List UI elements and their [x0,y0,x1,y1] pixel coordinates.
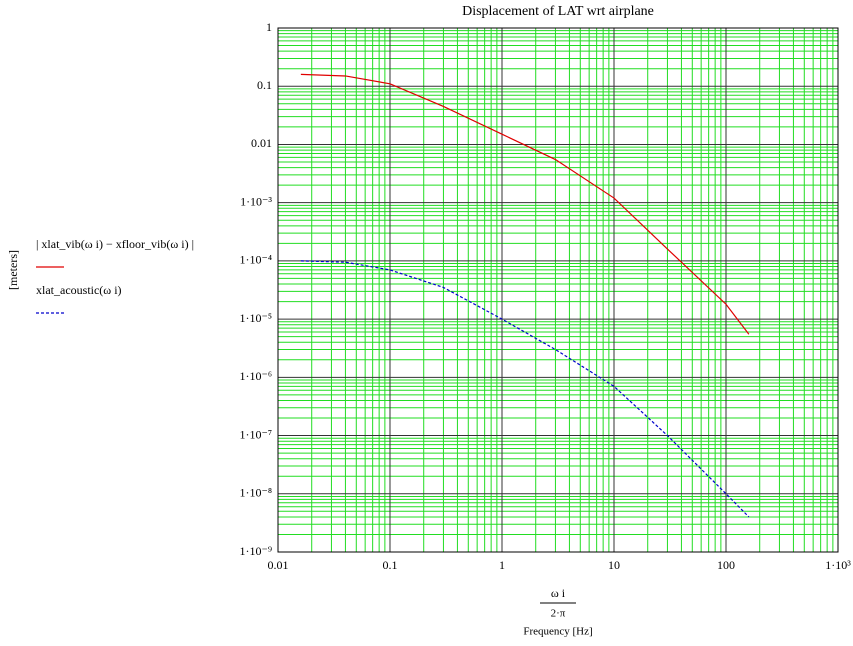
x-tick-label: 100 [717,558,735,572]
y-tick-label: 1·10⁻³ [240,194,272,208]
y-tick-label: 0.1 [257,78,272,92]
y-tick-label: 1·10⁻⁴ [239,253,272,267]
x-tick-label: 0.01 [268,558,289,572]
x-tick-label: 1 [499,558,505,572]
y-axis-label: [meters] [6,250,20,290]
y-tick-label: 1·10⁻⁶ [239,369,272,383]
y-tick-label: 1·10⁻⁹ [239,544,272,558]
y-tick-label: 1·10⁻⁸ [239,486,272,500]
legend-label: | xlat_vib(ω i) − xfloor_vib(ω i) | [36,237,194,251]
x-tick-label: 0.1 [383,558,398,572]
y-tick-label: 1·10⁻⁵ [239,311,272,325]
legend-label: xlat_acoustic(ω i) [36,283,122,297]
series-line [300,260,750,518]
y-tick-label: 1 [266,20,272,34]
x-tick-label: 1·10³ [825,558,851,572]
x-axis-label-numerator: ω i [551,586,566,600]
y-tick-label: 1·10⁻⁷ [239,427,272,441]
x-axis-label-denominator: 2·π [551,608,566,620]
x-axis-label: Frequency [Hz] [523,626,592,638]
chart-title: Displacement of LAT wrt airplane [462,4,654,19]
series-line [300,73,750,335]
x-tick-label: 10 [608,558,620,572]
plot-border [277,27,839,553]
y-tick-label: 0.01 [251,136,272,150]
